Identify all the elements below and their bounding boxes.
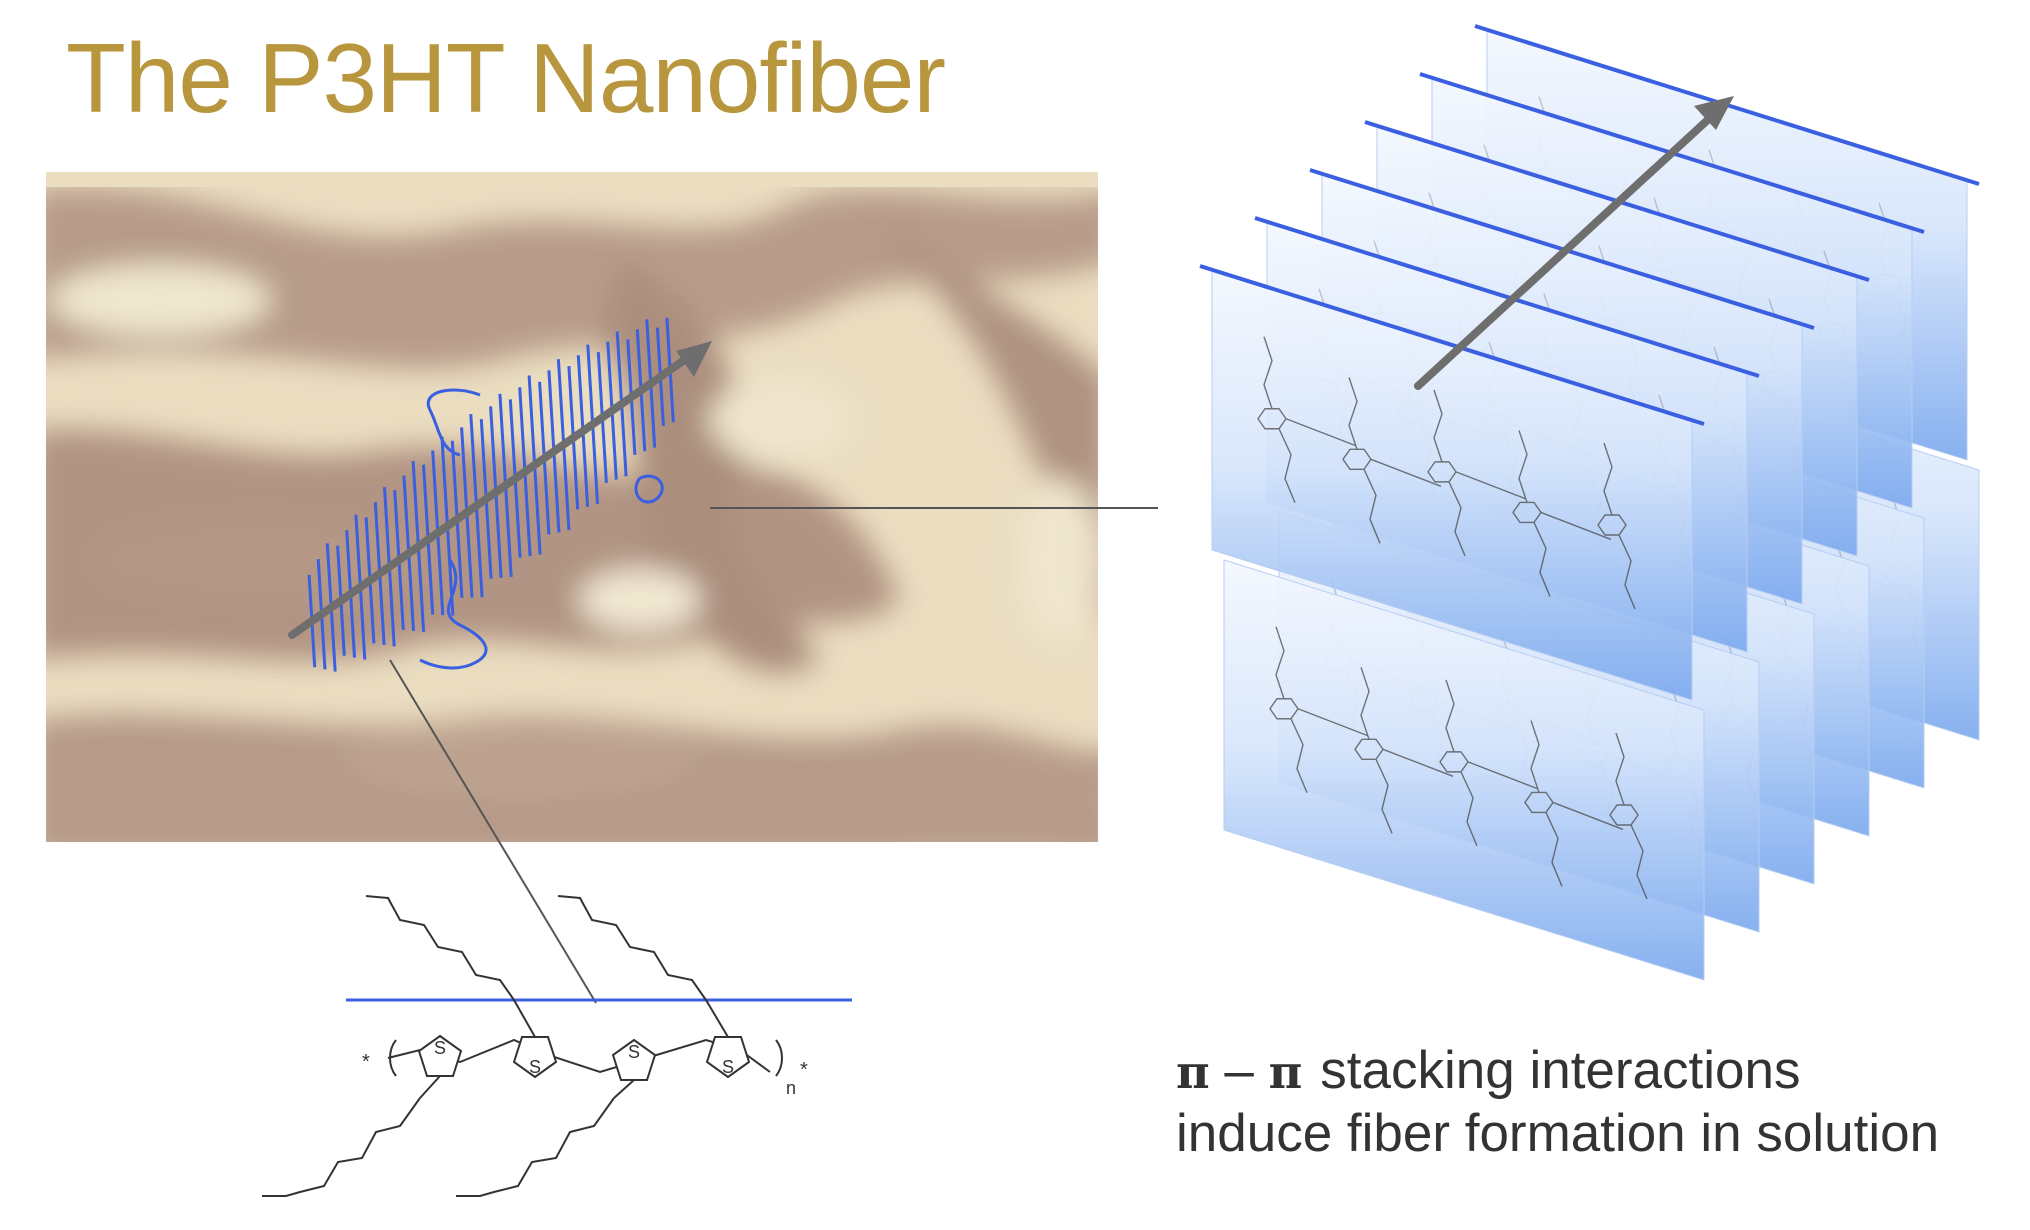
- end-group-right: *: [800, 1059, 808, 1081]
- thiophene-ring-1: S: [417, 1034, 463, 1077]
- p3ht-molecule: S S S S * n *: [262, 895, 852, 1197]
- afm-micrograph: [46, 172, 1098, 842]
- side-chain-upper-2: [557, 895, 707, 1001]
- side-chain-lower-1: [262, 1097, 421, 1197]
- thiophene-ring-4: S: [705, 1036, 751, 1079]
- caption-line-1: π – π stacking interactions: [1176, 1040, 1939, 1103]
- side-chain-squiggle-top: [426, 388, 481, 457]
- arrow-up-right-icon: [676, 341, 712, 377]
- caption: π – π stacking interactions induce fiber …: [1176, 1040, 1939, 1165]
- fiber-schematic: [288, 317, 712, 672]
- side-chain-squiggle-left: [419, 559, 488, 670]
- caption-line-2: induce fiber formation in solution: [1176, 1104, 1940, 1163]
- repeat-subscript: n: [786, 1078, 796, 1098]
- end-group-left: *: [362, 1051, 370, 1073]
- page-title: The P3HT Nanofiber: [66, 23, 946, 133]
- pi-symbol-right: π: [1268, 1045, 1303, 1099]
- arrow-up-right-icon: [1694, 96, 1734, 130]
- caption-line-1-text: stacking interactions: [1320, 1041, 1801, 1100]
- sulfur-label: S: [722, 1057, 734, 1077]
- sulfur-label: S: [529, 1057, 541, 1077]
- connector-to-molecule: [389, 659, 597, 1004]
- pi-stack-panels: [1199, 24, 1980, 981]
- stacking-plane-line: [1254, 216, 1760, 378]
- side-chain-lower-2: [456, 1097, 615, 1197]
- left-bracket: [389, 1039, 397, 1077]
- side-chain-upper-1: [365, 895, 515, 1001]
- pi-symbol-left: π: [1176, 1045, 1210, 1099]
- sulfur-label: S: [434, 1038, 446, 1058]
- right-bracket: [775, 1039, 783, 1077]
- stacking-plane-line: [1199, 264, 1705, 426]
- pi-dash: –: [1224, 1041, 1254, 1100]
- stack-panel: [1223, 559, 1705, 981]
- stacking-direction: [1414, 96, 1734, 390]
- thiophene-ring-2: S: [512, 1036, 558, 1079]
- stack-panel: [1199, 264, 1705, 701]
- thiophene-ring-3: S: [611, 1038, 657, 1081]
- side-chain-squiggle-right: [634, 474, 664, 504]
- sulfur-label: S: [628, 1042, 640, 1062]
- fiber-axis-arrow: [288, 352, 694, 639]
